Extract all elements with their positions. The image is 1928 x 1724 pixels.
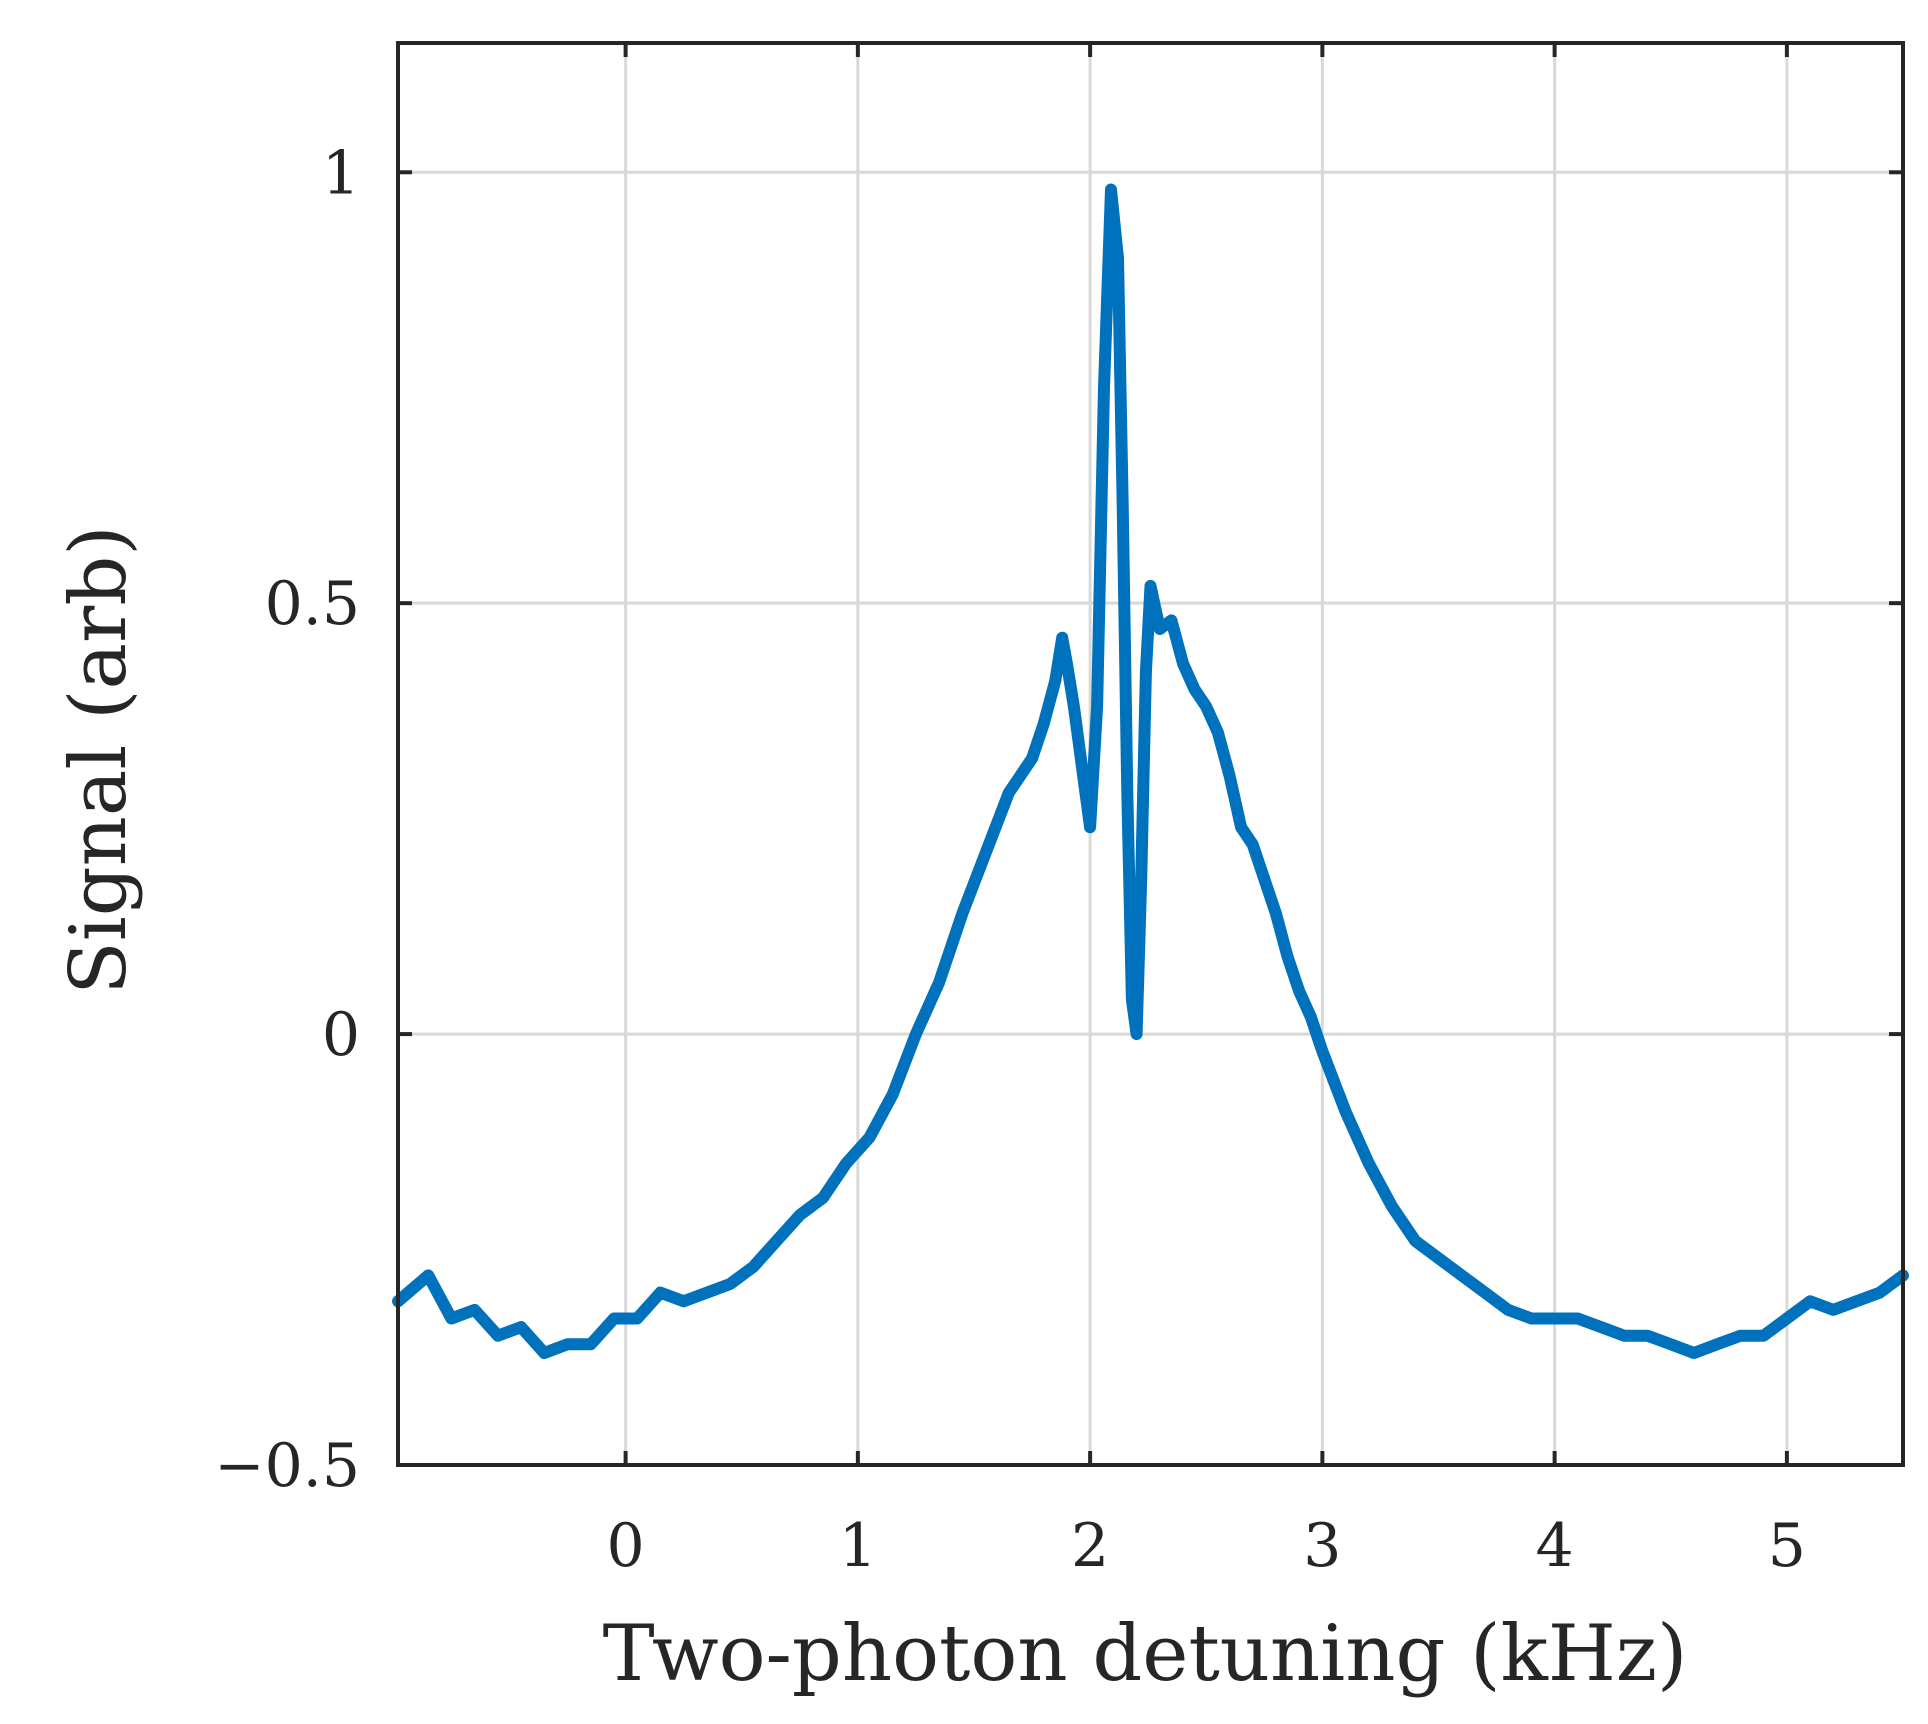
y-axis-title: Signal (arb): [54, 525, 144, 994]
x-tick-label: 2: [1071, 1511, 1109, 1581]
data-series: [392, 183, 1909, 1359]
y-tick-label: −0.5: [214, 1431, 360, 1501]
x-tick-label: 0: [607, 1511, 645, 1581]
y-tick-label: 1: [322, 138, 360, 208]
x-tick-label: 1: [839, 1511, 877, 1581]
x-tick-label: 5: [1768, 1511, 1806, 1581]
signal-series-line: [392, 183, 1909, 1359]
y-tick-label: 0.5: [265, 569, 360, 639]
y-tick-label: 0: [322, 1000, 360, 1070]
axes: [396, 41, 1905, 1467]
x-tick-label: 4: [1536, 1511, 1574, 1581]
plot-box: [396, 41, 1905, 1467]
tick-labels: 0 1 2 3 4 5 −0.5 0 0.5 1: [214, 138, 1806, 1581]
x-tick-label: 3: [1303, 1511, 1341, 1581]
x-axis-title: Two-photon detuning (kHz): [603, 1609, 1688, 1699]
